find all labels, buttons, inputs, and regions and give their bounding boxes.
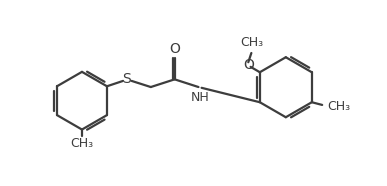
Text: CH₃: CH₃ — [327, 100, 350, 113]
Text: O: O — [243, 58, 254, 72]
Text: CH₃: CH₃ — [70, 137, 94, 150]
Text: S: S — [123, 72, 131, 86]
Text: O: O — [169, 42, 180, 56]
Text: CH₃: CH₃ — [241, 36, 264, 49]
Text: NH: NH — [191, 91, 209, 104]
